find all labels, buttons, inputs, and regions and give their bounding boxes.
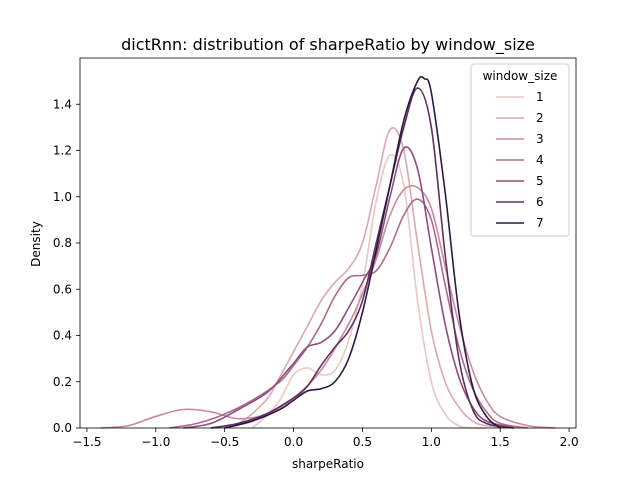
x-tick-label: 1.0 — [422, 435, 441, 449]
y-tick-label: 1.2 — [53, 144, 72, 158]
legend-label-7: 7 — [536, 216, 544, 230]
y-tick-label: 0.0 — [53, 421, 72, 435]
y-tick-label: 1.0 — [53, 190, 72, 204]
density-line-window-4 — [169, 198, 528, 429]
density-line-window-1 — [251, 153, 487, 429]
y-tick-label: 0.6 — [53, 282, 72, 296]
legend-label-4: 4 — [536, 153, 544, 167]
x-tick-label: 0.5 — [353, 435, 372, 449]
legend-box — [470, 63, 570, 237]
density-line-window-5 — [183, 146, 515, 429]
legend: window_size 1 2 3 4 5 6 7 — [470, 63, 570, 237]
y-tick-label: 0.4 — [53, 329, 72, 343]
density-line-window-7 — [224, 75, 501, 429]
x-tick-label: 1.5 — [491, 435, 510, 449]
legend-label-1: 1 — [536, 90, 544, 104]
density-line-window-3 — [100, 184, 556, 429]
y-tick-label: 0.8 — [53, 236, 72, 250]
chart-title: dictRnn: distribution of sharpeRatio by … — [121, 35, 535, 55]
y-axis-label: Density — [29, 221, 43, 267]
plot-area — [100, 75, 556, 429]
legend-label-5: 5 — [536, 174, 544, 188]
x-tick-label: −0.5 — [210, 435, 239, 449]
y-tick-label: 1.4 — [53, 97, 72, 111]
x-axis-label: sharpeRatio — [292, 457, 364, 471]
y-tick-label: 0.2 — [53, 375, 72, 389]
legend-title: window_size — [483, 69, 558, 83]
x-tick-label: 2.0 — [560, 435, 579, 449]
density-line-window-6 — [210, 87, 515, 429]
density-line-window-2 — [210, 127, 515, 429]
x-tick-label: 0.0 — [284, 435, 303, 449]
axes: −1.5 −1.0 −0.5 0.0 0.5 1.0 1.5 2.0 0.0 0.2 0.4 0.6 0… — [53, 57, 579, 449]
x-tick-label: −1.5 — [72, 435, 101, 449]
legend-label-6: 6 — [536, 195, 544, 209]
legend-label-3: 3 — [536, 132, 544, 146]
legend-label-2: 2 — [536, 111, 544, 125]
x-tick-label: −1.0 — [141, 435, 170, 449]
